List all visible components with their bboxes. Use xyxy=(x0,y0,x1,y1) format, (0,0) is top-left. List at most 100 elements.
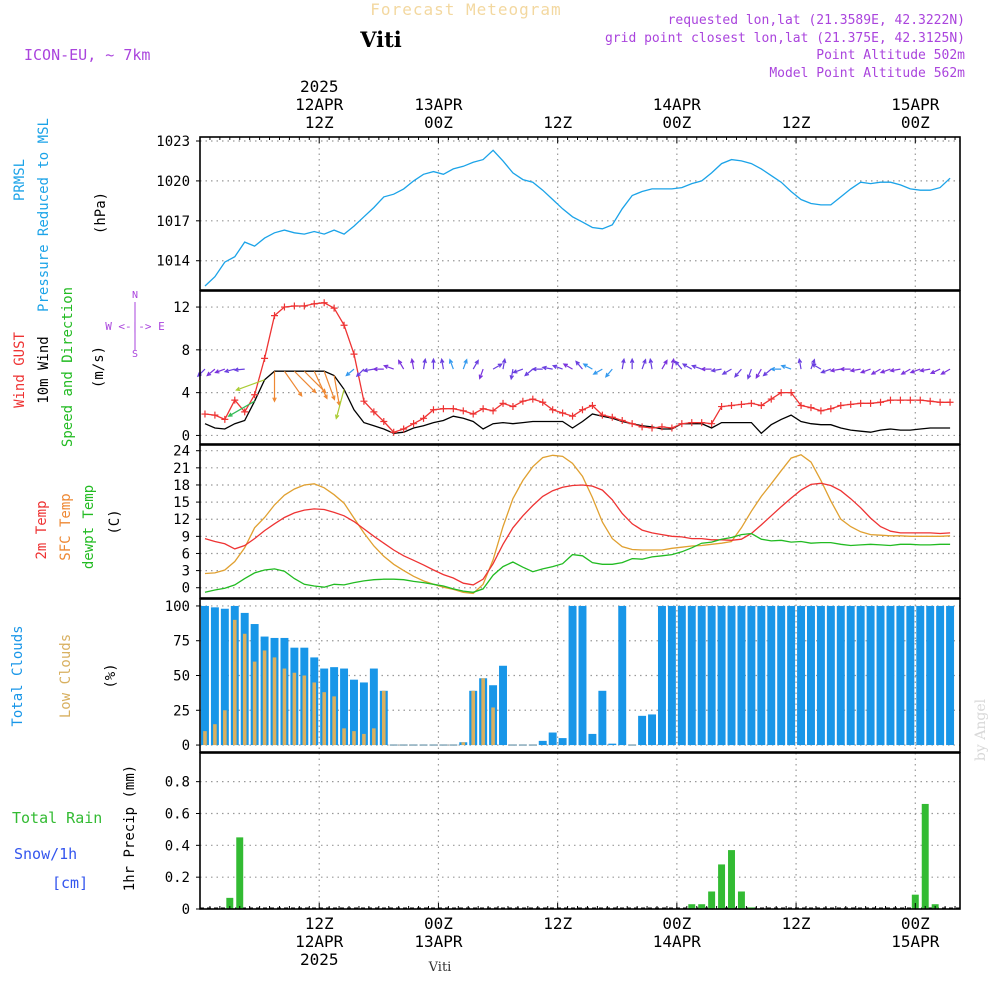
bottom-time-label: 13APR xyxy=(414,932,463,951)
low-cloud-bar xyxy=(332,696,336,746)
wind-arrow xyxy=(551,364,563,370)
gust-marker xyxy=(688,419,696,427)
gust-marker xyxy=(867,399,875,407)
bottom-time-label: 00Z xyxy=(424,914,453,933)
wind-arrow xyxy=(648,357,654,370)
y-tick-label: 12 xyxy=(173,300,190,316)
total-cloud-bar xyxy=(220,608,229,746)
rain-bar xyxy=(226,897,234,909)
gust-marker xyxy=(271,312,279,320)
wind-arrow xyxy=(293,370,317,394)
gust-marker xyxy=(469,410,477,418)
gust-marker xyxy=(241,408,249,416)
gust-marker xyxy=(658,423,666,431)
y-tick-label: 8 xyxy=(182,343,190,359)
bottom-time-label: 12Z xyxy=(543,914,572,933)
total-cloud-bar xyxy=(896,605,905,746)
y-tick-label: 0 xyxy=(182,581,190,597)
gust-marker xyxy=(817,407,825,415)
wind-arrow xyxy=(641,358,647,370)
low-cloud-bar xyxy=(312,682,317,746)
low-cloud-bar xyxy=(203,731,207,746)
y-tick-label: 6 xyxy=(182,546,190,562)
gust-marker xyxy=(728,401,736,409)
wind-arrow xyxy=(372,366,384,372)
low-cloud-bar xyxy=(272,657,277,746)
bottom-time-label: 00Z xyxy=(662,914,691,933)
total-cloud-bar xyxy=(816,605,825,746)
low-cloud-bar xyxy=(342,728,346,746)
total-cloud-bar xyxy=(369,668,378,746)
wind-arrow xyxy=(918,368,931,373)
y-tick-label: 1020 xyxy=(156,174,190,190)
model-label: ICON-EU, ~ 7km xyxy=(24,46,150,64)
ylabel-total-clouds: Total Clouds xyxy=(10,625,26,726)
bottom-time-label: 14APR xyxy=(653,932,702,951)
y-tick-label: 1023 xyxy=(156,134,190,150)
pressure-line xyxy=(204,149,951,287)
wind-arrow xyxy=(397,359,405,370)
gust-marker xyxy=(698,419,706,427)
rain-bar xyxy=(921,803,929,909)
gust-marker xyxy=(737,400,745,408)
wind-arrow xyxy=(909,368,921,374)
ylabel-low-clouds: Low Clouds xyxy=(58,634,74,718)
ylabel-hpa: (hPa) xyxy=(93,192,109,234)
gust-marker xyxy=(429,406,437,414)
wind-arrow xyxy=(509,369,515,381)
total-cloud-bar xyxy=(757,605,766,746)
gust-marker xyxy=(539,398,547,406)
wind-arrow xyxy=(422,357,427,370)
top-time-label: 00Z xyxy=(901,113,930,132)
gust-line xyxy=(204,302,951,433)
y-tick-label: 0 xyxy=(182,902,190,918)
gust-marker xyxy=(569,412,577,420)
total-cloud-bar xyxy=(926,605,935,746)
wind-arrow xyxy=(700,366,712,372)
total-cloud-bar xyxy=(737,605,746,746)
requested-lonlat: requested lon,lat (21.3589E, 42.3222N) xyxy=(668,13,965,28)
t2m-line xyxy=(204,482,951,586)
total-cloud-bar xyxy=(767,605,776,746)
gust-marker xyxy=(509,403,517,411)
wind-arrow xyxy=(223,368,235,374)
wind-arrow xyxy=(859,368,871,374)
ylabel-pressure-msl: Pressure Reduced to MSL xyxy=(36,118,52,312)
wind-arrow xyxy=(355,368,365,378)
wind-arrow xyxy=(870,368,881,375)
wind-arrow xyxy=(531,366,543,372)
plot-area: 1023102010171014128402421181512963010075… xyxy=(10,77,961,969)
low-cloud-bar xyxy=(362,733,366,746)
ylabel-precip: 1hr Precip (mm) xyxy=(122,765,138,891)
rain-bar xyxy=(718,864,726,909)
y-tick-label: 9 xyxy=(182,529,190,545)
gust-marker xyxy=(380,418,388,426)
total-cloud-bar xyxy=(588,733,597,746)
gust-marker xyxy=(549,406,557,414)
total-cloud-bar xyxy=(697,605,706,746)
ylabel-2m-temp: 2m Temp xyxy=(34,500,50,559)
total-cloud-bar xyxy=(797,605,806,746)
wind-arrow xyxy=(272,371,277,403)
chart-title: Forecast Meteogram xyxy=(370,0,561,19)
bottom-time-label: 12Z xyxy=(782,914,811,933)
gust-marker xyxy=(390,428,398,436)
wind-arrow xyxy=(849,368,861,373)
wind-arrow xyxy=(345,368,355,377)
top-time-label: 14APR xyxy=(653,95,702,114)
label-total-rain: Total Rain xyxy=(12,809,102,827)
gust-marker xyxy=(330,304,338,312)
y-tick-label: 0 xyxy=(182,738,190,754)
ylabel-ms: (m/s) xyxy=(91,346,107,388)
top-time-label: 00Z xyxy=(424,113,453,132)
gust-marker xyxy=(261,354,269,362)
gust-marker xyxy=(559,409,567,417)
total-cloud-bar xyxy=(747,605,756,746)
total-cloud-bar xyxy=(657,605,666,746)
top-time-label: 12Z xyxy=(782,113,811,132)
gust-marker xyxy=(598,411,606,419)
wind-arrow xyxy=(196,368,206,378)
total-cloud-bar xyxy=(906,605,915,746)
gust-marker xyxy=(896,396,904,404)
gust-marker xyxy=(489,407,497,415)
